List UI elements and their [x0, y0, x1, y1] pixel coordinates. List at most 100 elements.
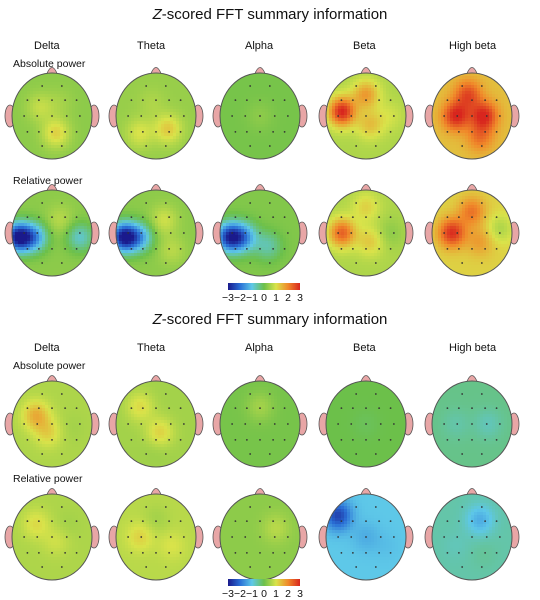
- electrode-dot: [446, 130, 449, 133]
- head-outline: [325, 189, 407, 277]
- colorbar-gradient: [228, 283, 300, 290]
- electrode-dot: [457, 407, 460, 410]
- electrode-dot: [168, 216, 171, 219]
- electrode-dot: [457, 551, 460, 554]
- electrode-dot: [446, 438, 449, 441]
- electrode-dot: [365, 407, 367, 410]
- topomap-relative-delta: [4, 488, 100, 581]
- topomap-relative-delta: [4, 184, 100, 277]
- electrode-dot: [461, 145, 464, 147]
- topomap-relative-alpha: [212, 488, 308, 581]
- electrode-dot: [484, 130, 487, 133]
- electrode-dot: [155, 520, 157, 523]
- electrode-dot: [379, 232, 382, 234]
- electrode-dot: [141, 520, 144, 523]
- electrode-dot: [457, 247, 460, 250]
- electrode-dot: [155, 216, 157, 219]
- electrode-dot: [365, 130, 367, 133]
- electrode-dot: [268, 85, 271, 87]
- colorbar-gradient: [228, 579, 300, 586]
- electrode-dot: [155, 423, 157, 425]
- electrode-dot: [355, 453, 358, 455]
- electrode-dot: [471, 536, 473, 538]
- electrode-dot: [378, 247, 381, 250]
- row-label-relative-power: Relative power: [13, 175, 83, 187]
- head-outline: [115, 72, 197, 160]
- electrode-dot: [355, 145, 358, 147]
- electrode-dot: [340, 520, 343, 523]
- electrode-dot: [365, 99, 367, 102]
- electrode-dot: [350, 232, 353, 234]
- row-label-relative-power: Relative power: [13, 473, 83, 485]
- electrode-dot: [365, 216, 367, 219]
- head-outline: [115, 493, 197, 581]
- electrode-dot: [245, 551, 248, 554]
- electrode-dot: [498, 536, 501, 538]
- electrode-dot: [471, 115, 473, 117]
- electrode-dot: [389, 520, 392, 523]
- electrode-dot: [234, 551, 237, 554]
- electrode-dot: [461, 262, 464, 264]
- electrode-dot: [26, 551, 29, 554]
- topomap-absolute-alpha: [212, 67, 308, 160]
- head-outline: [219, 380, 301, 468]
- electrode-dot: [168, 407, 171, 410]
- electrode-dot: [231, 232, 234, 234]
- electrode-dot: [64, 247, 67, 250]
- electrode-dot: [461, 453, 464, 455]
- electrode-dot: [495, 520, 498, 523]
- electrode-dot: [259, 130, 261, 133]
- electrode-dot: [179, 407, 182, 410]
- topomap-grid: [4, 67, 520, 277]
- electrode-dot: [51, 536, 53, 538]
- electrode-dot: [259, 423, 261, 425]
- electrode-dot: [283, 216, 286, 219]
- electrode-dot: [60, 393, 63, 395]
- electrode-dot: [471, 551, 473, 554]
- electrode-dot: [480, 145, 483, 147]
- electrode-dot: [141, 99, 144, 102]
- electrode-dot: [164, 145, 167, 147]
- electrode-dot: [249, 453, 252, 455]
- electrode-dot: [145, 202, 148, 204]
- electrode-dot: [456, 423, 459, 425]
- electrode-dot: [168, 130, 171, 133]
- electrode-dot: [179, 216, 182, 219]
- electrode-dot: [355, 393, 358, 395]
- head-outline: [115, 380, 197, 468]
- electrode-dot: [272, 438, 275, 441]
- colorbar-tick-label: −3: [222, 588, 234, 600]
- electrode-dot: [495, 216, 498, 219]
- electrode-dot: [60, 506, 63, 508]
- electrode-dot: [443, 536, 446, 538]
- colorbar-tick-label: −3: [222, 292, 234, 304]
- electrode-dot: [272, 130, 275, 133]
- electrode-dot: [374, 85, 377, 87]
- electrode-dot: [351, 130, 354, 133]
- electrode-dot: [484, 99, 487, 102]
- colorbar: −3 −2 −1 0 1 2 3: [222, 283, 303, 304]
- electrode-dot: [495, 99, 498, 102]
- electrode-dot: [155, 536, 157, 538]
- electrode-dot: [484, 438, 487, 441]
- electrode-dot: [484, 407, 487, 410]
- electrode-dot: [244, 232, 247, 234]
- electrode-dot: [392, 232, 395, 234]
- electrode-dot: [64, 551, 67, 554]
- topomap-relative-theta: [108, 184, 204, 277]
- electrode-dot: [471, 407, 473, 410]
- electrode-dot: [286, 232, 289, 234]
- electrode-dot: [168, 438, 171, 441]
- electrode-dot: [389, 438, 392, 441]
- electrode-dot: [480, 202, 483, 204]
- electrode-dot: [244, 536, 247, 538]
- electrode-dot: [259, 438, 261, 441]
- electrode-dot: [41, 393, 44, 395]
- electrode-dot: [495, 407, 498, 410]
- electrode-dot: [268, 145, 271, 147]
- electrode-dot: [78, 232, 81, 234]
- electrode-dot: [37, 551, 40, 554]
- electrode-dot: [495, 551, 498, 554]
- band-label-high-beta: High beta: [449, 40, 497, 52]
- topomap-relative-high-beta: [424, 184, 520, 277]
